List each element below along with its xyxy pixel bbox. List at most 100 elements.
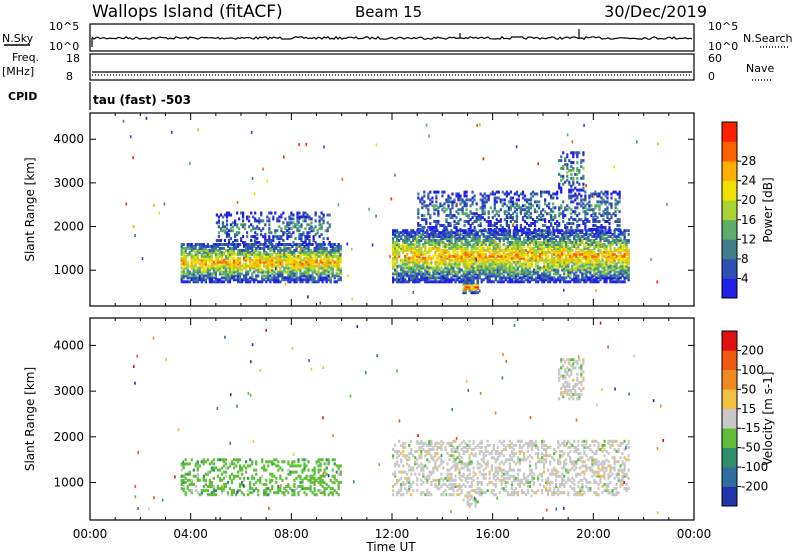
echo-cell	[460, 256, 463, 260]
echo-cell	[607, 250, 610, 254]
echo-cell	[551, 256, 554, 260]
echo-cell	[479, 224, 482, 227]
echo-cell	[335, 272, 338, 276]
echo-cell	[194, 280, 197, 284]
echo-cell	[390, 197, 393, 201]
echo-cell	[314, 233, 317, 237]
echo-cell	[421, 206, 424, 210]
echo-cell	[515, 220, 518, 223]
echo-cell	[325, 278, 328, 282]
echo-cell	[212, 270, 215, 274]
echo-cell	[580, 165, 583, 168]
echo-cell	[442, 243, 445, 246]
echo-cell	[573, 244, 576, 248]
echo-cell	[599, 250, 602, 254]
echo-cell	[456, 233, 459, 237]
echo-cell	[469, 204, 472, 208]
echo-cell	[226, 248, 230, 252]
echo-cell	[329, 276, 332, 280]
echo-cell	[220, 262, 224, 266]
echo-cell	[593, 233, 596, 237]
echo-cell	[440, 237, 443, 241]
echo-cell	[438, 258, 441, 262]
echo-cell	[494, 248, 497, 252]
echo-cell	[593, 266, 596, 270]
echo-cell	[619, 243, 622, 246]
echo-cell	[551, 231, 554, 235]
echo-cell	[489, 192, 492, 196]
nave-tick-lo: 0	[708, 70, 715, 83]
echo-cell	[456, 237, 459, 241]
echo-cell	[475, 220, 478, 223]
echo-cell	[556, 190, 559, 194]
echo-cell	[271, 248, 274, 252]
echo-cell	[533, 200, 537, 204]
echo-cell	[251, 243, 254, 246]
echo-cell	[598, 206, 601, 210]
echo-cell	[575, 262, 578, 266]
echo-cell	[245, 280, 248, 284]
echo-cell	[240, 237, 243, 241]
echo-cell	[511, 200, 514, 204]
echo-cell	[456, 272, 459, 276]
echo-cell	[464, 256, 467, 260]
echo-cell	[491, 192, 494, 196]
echo-cell	[583, 276, 586, 280]
echo-cell	[581, 262, 584, 266]
echo-cell	[525, 227, 529, 231]
echo-cell	[496, 237, 499, 241]
echo-cell	[454, 239, 457, 242]
echo-cell	[460, 258, 463, 262]
echo-cell	[313, 246, 316, 250]
echo-cell	[484, 262, 487, 266]
echo-cell	[565, 246, 568, 250]
echo-cell	[182, 485, 185, 488]
echo-cell	[571, 244, 574, 248]
echo-cell	[241, 252, 244, 256]
echo-cell	[572, 188, 575, 192]
echo-cell	[478, 241, 481, 244]
echo-cell	[530, 262, 534, 266]
y-axis-label: Slant Range [km]	[23, 157, 37, 261]
echo-cell	[265, 280, 268, 284]
echo-cell	[623, 278, 626, 282]
echo-cell	[625, 272, 628, 276]
echo-cell	[223, 213, 227, 217]
echo-cell	[321, 248, 324, 252]
echo-cell	[271, 260, 274, 264]
echo-cell	[553, 252, 556, 256]
echo-cell	[396, 270, 399, 274]
echo-cell	[498, 254, 501, 258]
echo-cell	[534, 256, 538, 260]
echo-cell	[194, 246, 197, 250]
echo-cell	[225, 211, 229, 215]
echo-cell	[597, 256, 600, 260]
echo-cell	[331, 248, 334, 252]
echo-cell	[427, 208, 430, 212]
echo-cell	[600, 196, 603, 200]
echo-cell	[446, 270, 449, 274]
echo-cell	[476, 287, 479, 291]
echo-cell	[509, 204, 512, 208]
echo-cell	[153, 203, 155, 207]
echo-cell	[300, 233, 303, 237]
echo-cell	[625, 248, 628, 252]
echo-cell	[317, 262, 320, 266]
echo-cell	[190, 258, 193, 262]
echo-cell	[539, 244, 542, 248]
echo-cell	[506, 256, 509, 260]
echo-cell	[425, 220, 428, 223]
echo-cell	[285, 264, 288, 268]
echo-cell	[263, 248, 266, 252]
echo-cell	[566, 174, 569, 178]
echo-cell	[180, 480, 183, 484]
echo-cell	[474, 266, 477, 270]
echo-cell	[454, 264, 457, 268]
echo-cell	[241, 268, 244, 272]
echo-cell	[621, 280, 624, 284]
echo-cell	[322, 241, 325, 244]
echo-cell	[422, 262, 425, 266]
echo-cell	[562, 214, 565, 218]
echo-cell	[278, 215, 281, 219]
echo-cell	[488, 258, 491, 262]
